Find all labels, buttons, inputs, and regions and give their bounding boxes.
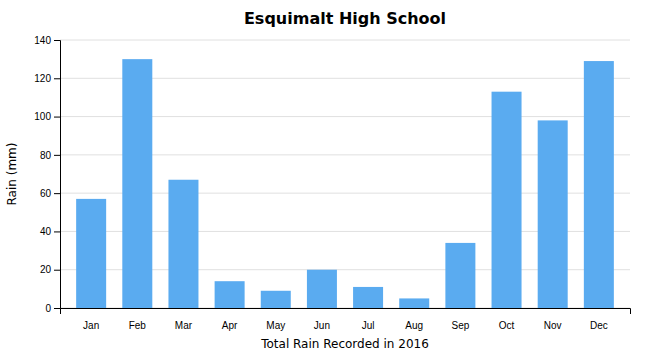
y-axis: 0 20 40 60 80 100 120 140 [34,35,60,314]
tick: Jun [314,320,330,331]
tick: 20 [40,264,60,275]
bar [261,291,291,308]
tick-label: 80 [40,150,52,161]
tick: Sep [451,320,469,331]
tick-mark [54,270,60,271]
tick: Mar [175,320,193,331]
tick-mark [54,193,60,194]
x-axis-title: Total Rain Recorded in 2016 [260,337,429,351]
tick-label: 100 [34,111,51,122]
tick: 0 [45,303,60,314]
tick: Dec [590,320,608,331]
tick: Feb [129,320,147,331]
bar [76,199,106,308]
grid [60,40,630,308]
tick-label: 60 [40,188,52,199]
tick-label: Oct [499,320,515,331]
bar [215,281,245,308]
tick: Apr [222,320,238,331]
tick-label: 120 [34,73,51,84]
tick-mark [54,40,60,41]
bar [584,61,614,308]
bars [76,59,614,308]
tick-label: May [266,320,285,331]
grid-line [60,40,630,41]
tick-label: Jan [83,320,99,331]
y-axis-title: Rain (mm) [5,143,19,206]
bar [122,59,152,308]
tick: Nov [544,320,562,331]
tick: Jul [362,320,375,331]
tick-label: Dec [590,320,608,331]
tick-label: 0 [45,303,51,314]
title: Esquimalt High School [244,9,446,28]
tick-mark [54,231,60,232]
tick: Aug [405,320,423,331]
tick-label: 20 [40,264,52,275]
tick-label: 140 [34,35,51,46]
axis-line [54,41,61,309]
tick: 120 [34,73,60,84]
tick: May [266,320,285,331]
bar [399,298,429,308]
bar [353,287,383,308]
tick-mark [54,117,60,118]
x-axis: Jan Feb Mar Apr May Jun Jul Aug Sep Oct Nov Dec [61,309,631,332]
tick: 140 [34,35,60,46]
tick-label: Sep [451,320,469,331]
bar [445,243,475,308]
tick: 60 [40,188,60,199]
tick-label: Nov [544,320,562,331]
tick-label: Mar [175,320,193,331]
bar [307,270,337,308]
chart-container: 0 20 40 60 80 100 120 140 Jan Feb Mar Apr May Jun Jul A… [0,0,650,360]
tick-label: 40 [40,226,52,237]
tick: Jan [83,320,99,331]
tick-label: Jun [314,320,330,331]
tick-label: Feb [129,320,147,331]
tick: Oct [499,320,515,331]
chart: 0 20 40 60 80 100 120 140 Jan Feb Mar Apr May Jun Jul A… [0,0,650,360]
tick: 100 [34,111,60,122]
tick-label: Aug [405,320,423,331]
plot: 0 20 40 60 80 100 120 140 Jan Feb Mar Apr May Jun Jul A… [34,35,630,331]
bar [538,120,568,308]
tick-mark [54,308,60,309]
bar [168,180,198,308]
tick: 40 [40,226,60,237]
tick-mark [54,155,60,156]
tick-mark [54,78,60,79]
axis-line [61,309,631,315]
tick-label: Apr [222,320,238,331]
tick-label: Jul [362,320,375,331]
tick: 80 [40,150,60,161]
bar [492,92,522,308]
